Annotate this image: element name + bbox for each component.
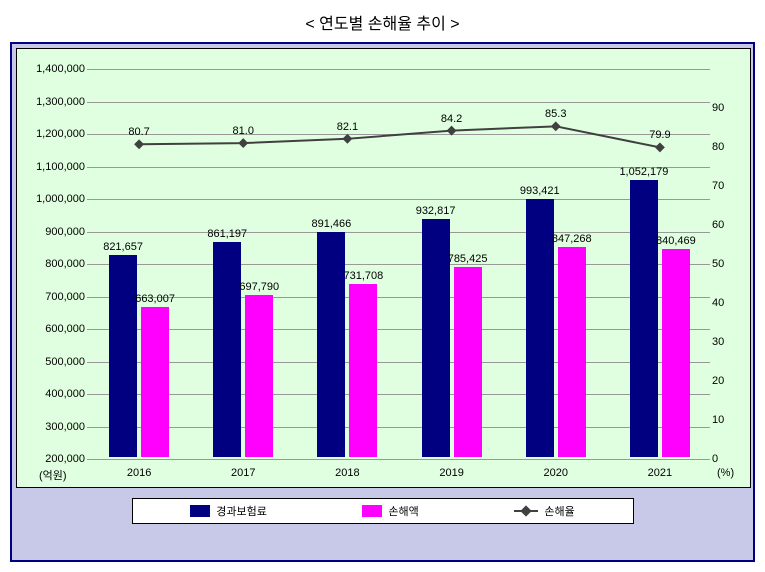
y-tick-left: 300,000 <box>45 421 85 433</box>
x-tick: 2016 <box>127 467 151 479</box>
bar-label-primary: 821,657 <box>103 241 143 253</box>
grid-line <box>87 102 710 103</box>
left-axis-label: (억원) <box>39 467 67 483</box>
x-tick: 2018 <box>335 467 359 479</box>
y-tick-right: 70 <box>712 180 724 192</box>
y-tick-left: 400,000 <box>45 388 85 400</box>
right-axis-label: (%) <box>717 467 734 479</box>
legend-label: 손해액 <box>388 503 418 519</box>
y-tick-right: 90 <box>712 102 724 114</box>
bar-label-secondary: 697,790 <box>239 281 279 293</box>
grid-line <box>87 167 710 168</box>
x-tick: 2017 <box>231 467 255 479</box>
grid-line <box>87 69 710 70</box>
legend-item: 손해액 <box>362 503 418 519</box>
legend: 경과보험료 손해액 손해율 <box>132 498 634 524</box>
line-point-label: 84.2 <box>441 113 462 125</box>
y-tick-right: 30 <box>712 336 724 348</box>
y-tick-left: 200,000 <box>45 453 85 465</box>
bar-label-secondary: 663,007 <box>135 293 175 305</box>
grid-line <box>87 297 710 298</box>
y-tick-right: 40 <box>712 297 724 309</box>
y-tick-right: 0 <box>712 453 718 465</box>
y-tick-left: 1,300,000 <box>36 96 85 108</box>
y-tick-left: 700,000 <box>45 291 85 303</box>
grid-line <box>87 362 710 363</box>
grid-line <box>87 134 710 135</box>
y-tick-left: 800,000 <box>45 258 85 270</box>
chart-frame: 200,000 300,000 400,000 500,000 600,000 700,0… <box>10 42 755 562</box>
y-tick-right: 20 <box>712 375 724 387</box>
bar-primary <box>630 180 658 457</box>
legend-label: 손해율 <box>544 503 574 519</box>
bar-label-primary: 891,466 <box>312 218 352 230</box>
y-tick-left: 1,400,000 <box>36 63 85 75</box>
bar-label-primary: 932,817 <box>416 205 456 217</box>
line-point-label: 82.1 <box>337 121 358 133</box>
chart-title: < 연도별 손해율 추이 > <box>10 10 755 34</box>
y-tick-left: 1,000,000 <box>36 193 85 205</box>
bar-label-primary: 993,421 <box>520 185 560 197</box>
grid-line <box>87 427 710 428</box>
legend-swatch <box>190 505 210 517</box>
y-tick-right: 50 <box>712 258 724 270</box>
grid-line <box>87 459 710 460</box>
grid-line <box>87 264 710 265</box>
y-tick-right: 60 <box>712 219 724 231</box>
legend-label: 경과보험료 <box>216 503 267 519</box>
y-tick-left: 1,200,000 <box>36 128 85 140</box>
x-tick: 2021 <box>648 467 672 479</box>
bar-secondary <box>245 295 273 457</box>
grid-line <box>87 394 710 395</box>
legend-item: 손해율 <box>514 503 574 519</box>
y-tick-right: 10 <box>712 414 724 426</box>
grid-line <box>87 329 710 330</box>
x-tick: 2020 <box>544 467 568 479</box>
line-point-label: 80.7 <box>128 126 149 138</box>
y-tick-left: 900,000 <box>45 226 85 238</box>
grid-line <box>87 199 710 200</box>
bar-label-primary: 1,052,179 <box>619 166 668 178</box>
bar-label-secondary: 847,268 <box>552 233 592 245</box>
line-point-label: 81.0 <box>233 125 254 137</box>
bar-secondary <box>454 267 482 457</box>
legend-item: 경과보험료 <box>190 503 267 519</box>
bar-secondary <box>349 284 377 457</box>
line-point-label: 79.9 <box>649 129 670 141</box>
bar-primary <box>422 219 450 457</box>
x-tick: 2019 <box>439 467 463 479</box>
bar-secondary <box>558 247 586 457</box>
bar-label-secondary: 785,425 <box>448 253 488 265</box>
plot-area: 200,000 300,000 400,000 500,000 600,000 700,0… <box>16 48 751 488</box>
legend-line-swatch <box>514 505 538 517</box>
bar-secondary <box>662 249 690 457</box>
bar-primary <box>213 242 241 457</box>
bar-primary <box>109 255 137 457</box>
bar-primary <box>526 199 554 457</box>
bar-primary <box>317 232 345 457</box>
bar-label-secondary: 840,469 <box>656 235 696 247</box>
grid-line <box>87 232 710 233</box>
y-tick-right: 80 <box>712 141 724 153</box>
y-tick-left: 500,000 <box>45 356 85 368</box>
y-tick-left: 1,100,000 <box>36 161 85 173</box>
legend-swatch <box>362 505 382 517</box>
bar-label-secondary: 731,708 <box>344 270 384 282</box>
y-tick-left: 600,000 <box>45 323 85 335</box>
bar-secondary <box>141 307 169 457</box>
line-point-label: 85.3 <box>545 108 566 120</box>
bar-label-primary: 861,197 <box>207 228 247 240</box>
